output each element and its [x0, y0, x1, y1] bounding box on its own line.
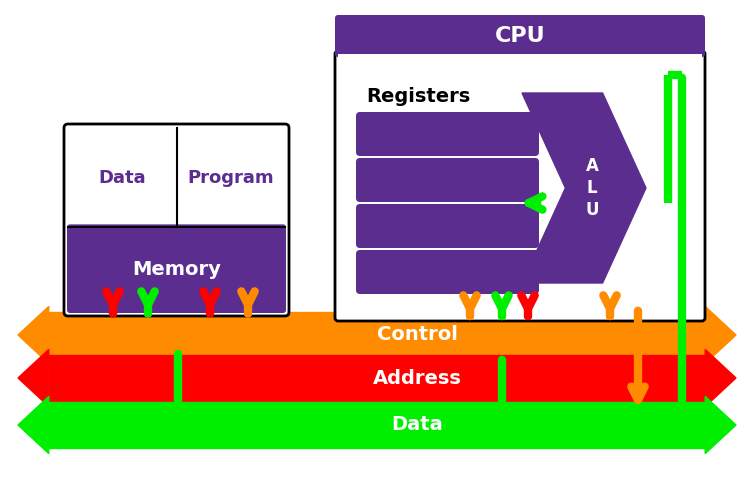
- Text: Control: Control: [376, 325, 458, 345]
- Polygon shape: [18, 396, 49, 454]
- Text: CPU: CPU: [495, 26, 545, 46]
- FancyBboxPatch shape: [356, 158, 539, 202]
- Text: A
L
U: A L U: [585, 157, 599, 219]
- Text: Registers: Registers: [366, 87, 470, 106]
- FancyBboxPatch shape: [335, 15, 705, 57]
- Text: Program: Program: [188, 169, 274, 187]
- FancyBboxPatch shape: [356, 204, 539, 248]
- Text: Memory: Memory: [132, 260, 221, 279]
- Polygon shape: [18, 306, 49, 364]
- FancyBboxPatch shape: [335, 51, 705, 321]
- Text: Data: Data: [99, 169, 146, 187]
- Polygon shape: [705, 396, 736, 454]
- Polygon shape: [49, 355, 705, 401]
- FancyBboxPatch shape: [356, 112, 539, 156]
- Polygon shape: [49, 312, 705, 358]
- Polygon shape: [522, 93, 646, 283]
- Polygon shape: [705, 306, 736, 364]
- Polygon shape: [18, 350, 49, 406]
- FancyBboxPatch shape: [356, 250, 539, 294]
- FancyBboxPatch shape: [67, 224, 286, 313]
- FancyBboxPatch shape: [64, 124, 289, 316]
- Text: Address: Address: [372, 369, 461, 387]
- Polygon shape: [49, 402, 705, 448]
- Text: Data: Data: [391, 415, 443, 435]
- Polygon shape: [705, 350, 736, 406]
- Polygon shape: [338, 54, 702, 62]
